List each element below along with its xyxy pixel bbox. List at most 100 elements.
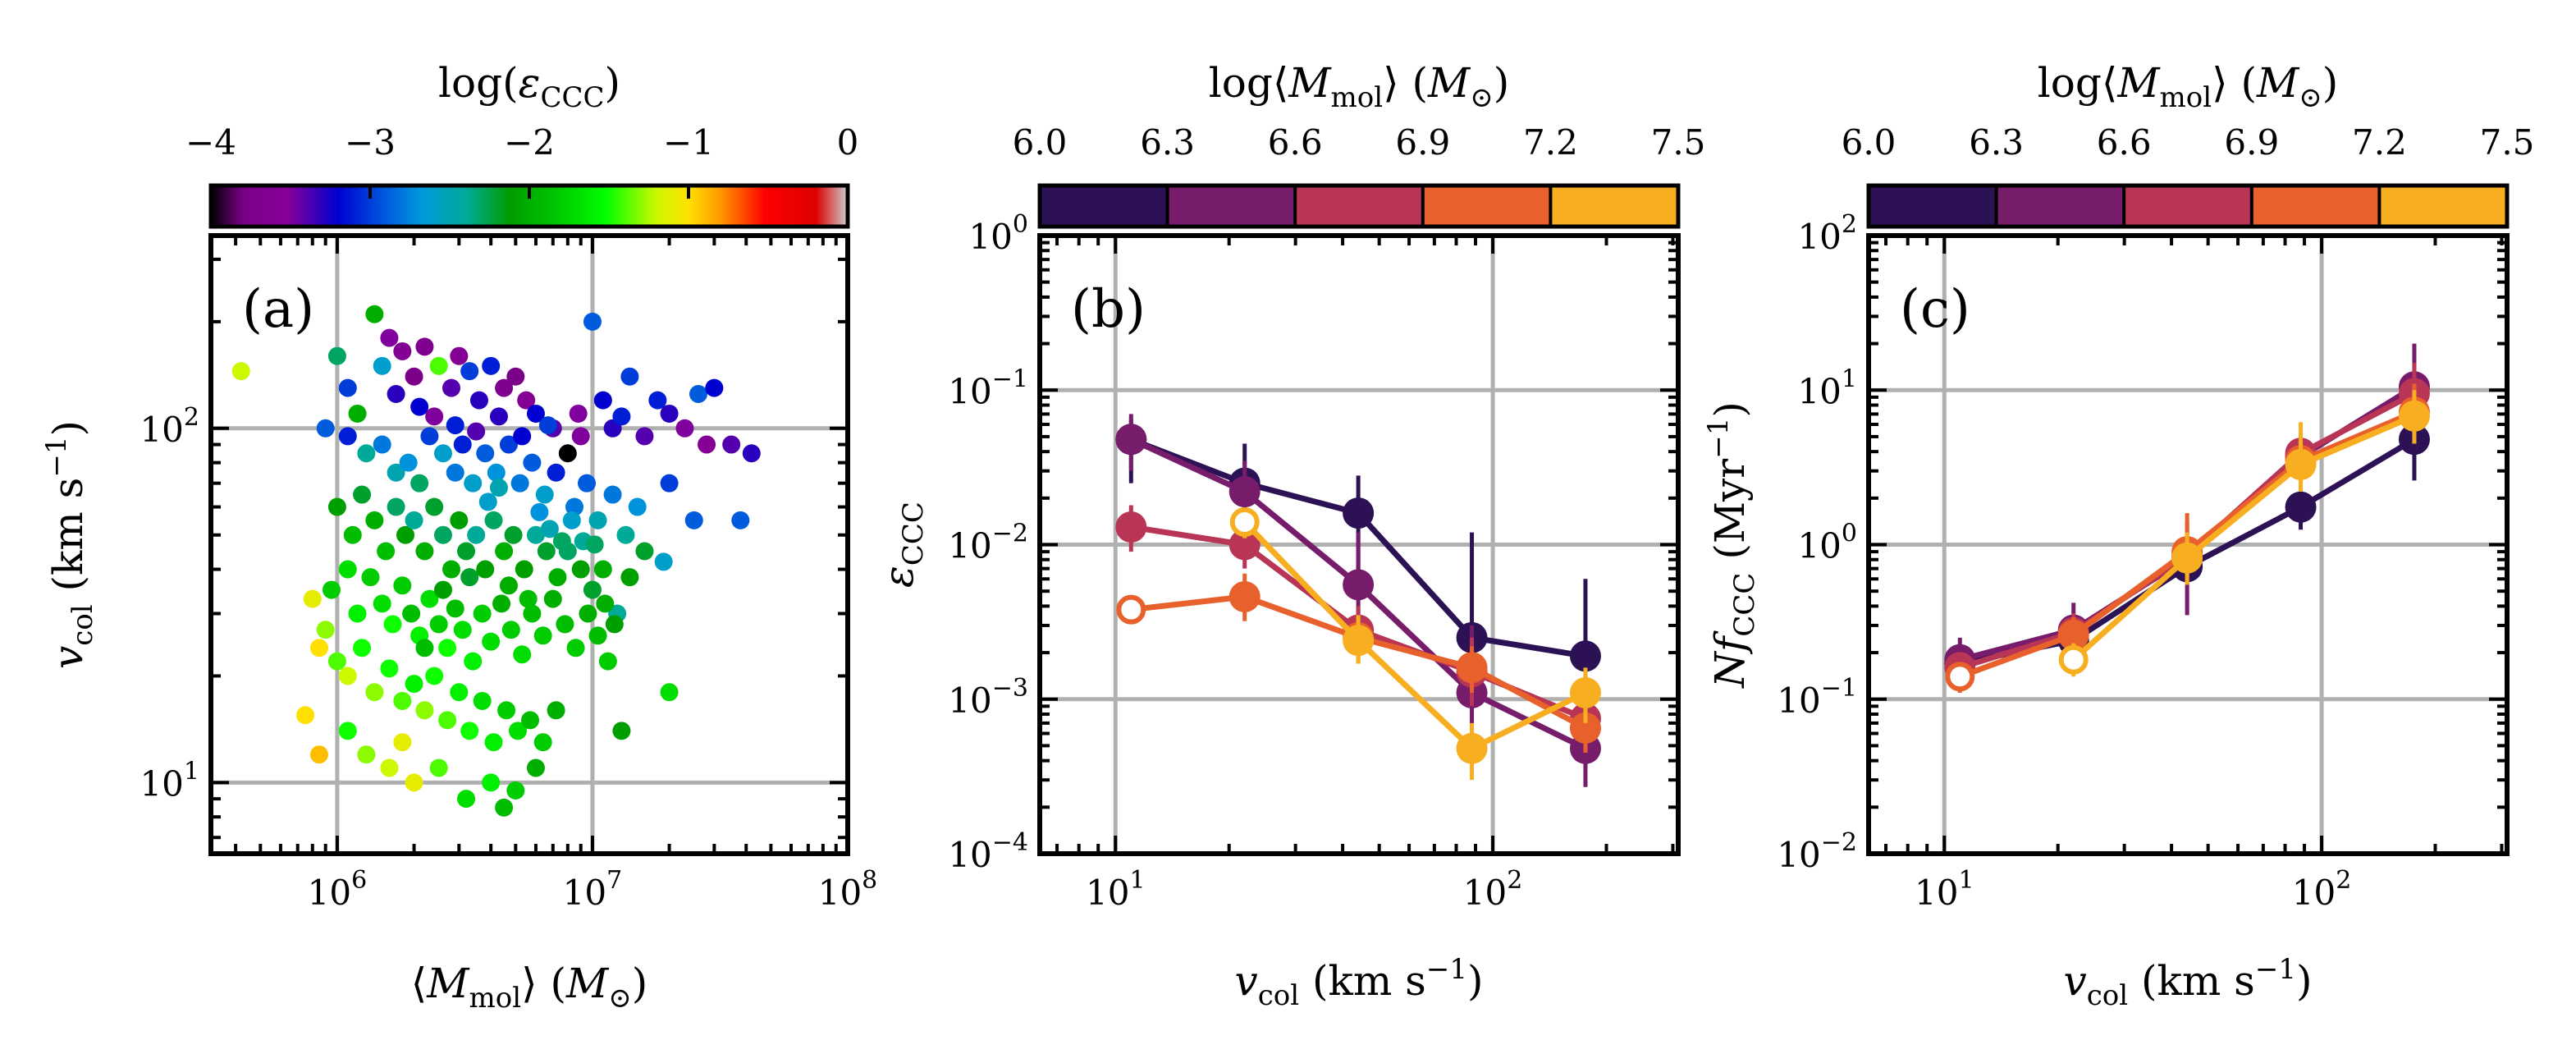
scatter-point — [425, 667, 444, 685]
x-tick-label: 108 — [818, 866, 878, 913]
scatter-point — [460, 722, 479, 740]
scatter-point — [519, 589, 538, 608]
scatter-point — [353, 639, 372, 658]
scatter-point — [660, 474, 679, 493]
scatter-point — [635, 542, 654, 561]
colorbar-a-title: log(εCCC) — [438, 59, 620, 114]
scatter-point — [515, 560, 533, 579]
colorbar-c-tick-label: 6.9 — [2224, 122, 2279, 163]
y-axis-label-c: NfCCC (Myr−1) — [1702, 401, 1761, 689]
scatter-point — [495, 798, 514, 817]
scatter-point — [420, 589, 439, 608]
scatter-point — [533, 733, 552, 752]
scatter-point — [675, 419, 694, 438]
scatter-point — [489, 407, 508, 426]
series-marker — [1456, 732, 1488, 764]
y-axis-label-a: vcol (km s−1) — [40, 420, 99, 669]
colorbar-b-tick-label: 7.2 — [1523, 122, 1578, 163]
scatter-point — [571, 427, 590, 446]
colorbar-b-tick-label: 6.0 — [1013, 122, 1068, 163]
scatter-point — [742, 444, 761, 463]
scatter-point — [556, 615, 574, 634]
scatter-point — [399, 453, 418, 472]
scatter-point — [593, 560, 612, 579]
scatter-point — [309, 639, 328, 658]
scatter-point — [565, 497, 584, 516]
scatter-point — [684, 511, 703, 529]
colorbar-b: 6.0 6.3 6.6 6.9 7.2 7.5 log⟨Mmol⟩ (M⊙) — [1013, 59, 1705, 229]
scatter-point — [464, 652, 483, 671]
series-line-group — [1229, 506, 1601, 781]
scatter-points-a — [231, 305, 761, 817]
x-tick-label: 101 — [1915, 866, 1974, 913]
colorbar-b-bin — [1295, 186, 1423, 227]
scatter-point — [612, 407, 631, 426]
colorbar-c-tick-label: 6.3 — [1969, 122, 2024, 163]
scatter-point — [523, 604, 542, 623]
scatter-point — [548, 568, 567, 587]
series-marker — [2398, 400, 2430, 432]
scatter-point — [517, 391, 536, 410]
x-tick-label: 102 — [1463, 866, 1523, 913]
scatter-point — [513, 427, 532, 446]
scatter-point — [648, 391, 667, 410]
scatter-point — [387, 384, 405, 403]
series-marker — [2057, 619, 2089, 651]
scatter-point — [446, 416, 464, 435]
scatter-point — [387, 463, 405, 482]
scatter-point — [566, 639, 585, 658]
series-marker — [1229, 580, 1261, 612]
colorbar-a-tick-label: −4 — [185, 122, 236, 163]
scatter-point — [579, 604, 597, 623]
scatter-point — [731, 511, 750, 529]
scatter-point — [296, 706, 315, 725]
scatter-point — [499, 576, 518, 595]
scatter-point — [583, 580, 602, 599]
y-tick-label: 101 — [140, 757, 199, 804]
scatter-point — [415, 701, 434, 720]
scatter-point — [489, 479, 508, 497]
scatter-point — [521, 711, 540, 730]
scatter-point — [526, 404, 545, 423]
scatter-point — [635, 427, 654, 446]
colorbar-a-tick-label: −2 — [504, 122, 555, 163]
scatter-point — [380, 328, 399, 347]
colorbar-b-bin — [1040, 186, 1168, 227]
scatter-point — [467, 422, 486, 441]
scatter-point — [309, 745, 328, 764]
x-axis-label-b: vcol (km s−1) — [1235, 953, 1484, 1012]
scatter-point — [420, 427, 439, 446]
scatter-point — [469, 391, 488, 410]
series-marker — [2285, 448, 2317, 480]
series-marker — [1343, 569, 1375, 601]
y-tick-label: 10−2 — [1777, 828, 1857, 875]
x-tick-label: 101 — [1086, 866, 1146, 913]
series-c — [1944, 343, 2430, 693]
plot-frame — [1866, 233, 2510, 856]
scatter-point — [429, 758, 448, 777]
x-tick-label: 106 — [308, 866, 368, 913]
scatter-point — [533, 626, 552, 645]
series-marker — [1343, 497, 1375, 529]
y-tick-label: 10−1 — [1777, 674, 1857, 721]
scatter-point — [343, 525, 362, 544]
scatter-point — [433, 525, 452, 544]
scatter-point — [338, 378, 357, 397]
colorbar-a-tick-label: −1 — [663, 122, 714, 163]
scatter-point — [478, 493, 497, 511]
scatter-point — [571, 560, 590, 579]
scatter-point — [405, 367, 423, 386]
scatter-point — [453, 621, 472, 639]
axes-a: 106 107 108 101 102 ⟨Mmol⟩ (M⊙) vcol (km s−1) — [40, 233, 878, 1015]
scatter-point — [415, 542, 434, 561]
colorbar-c-tick-label: 7.5 — [2480, 122, 2535, 163]
scatter-point — [605, 615, 624, 634]
scatter-point — [482, 632, 501, 651]
series-marker — [1343, 625, 1375, 657]
x-tick-label: 107 — [563, 866, 623, 913]
colorbar-c-frame — [1866, 183, 2510, 229]
scatter-point — [442, 378, 461, 397]
colorbar-c-bin — [2379, 186, 2507, 227]
scatter-point — [492, 594, 511, 613]
scatter-point — [484, 733, 503, 752]
